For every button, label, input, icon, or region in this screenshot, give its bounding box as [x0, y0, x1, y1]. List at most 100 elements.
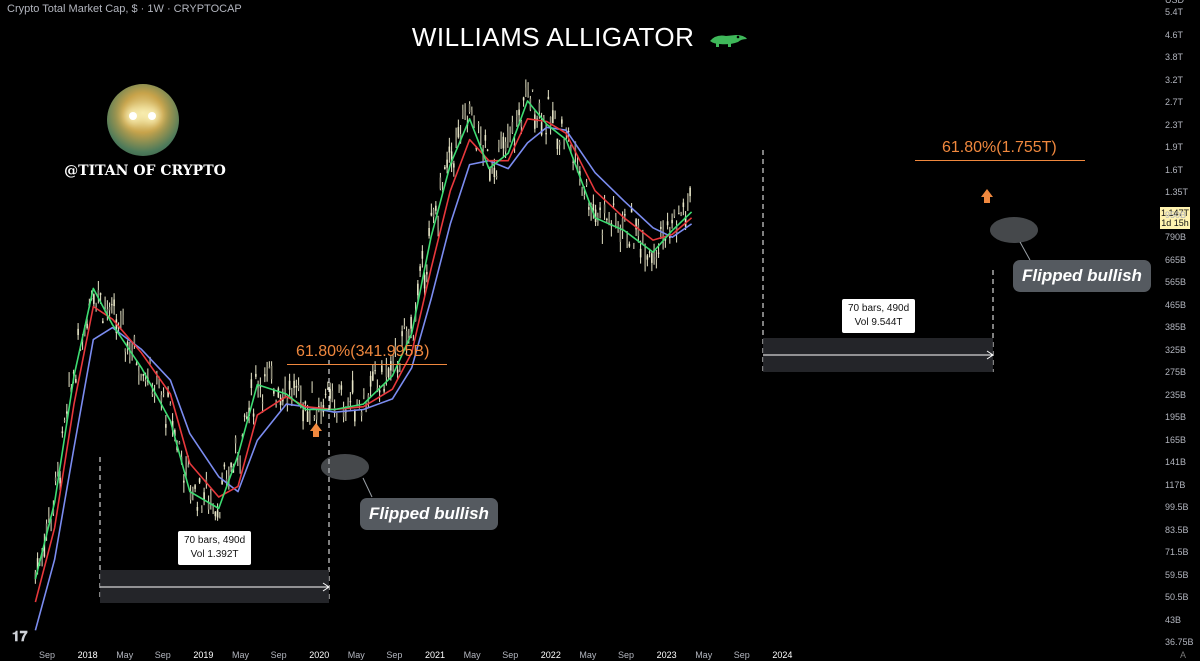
candle-body [178, 441, 181, 445]
candle-body [603, 204, 606, 214]
candle-body [619, 230, 622, 242]
candle-body [527, 84, 529, 92]
x-tick-label: May [347, 650, 365, 660]
candle-body [590, 205, 592, 217]
candle-body [558, 141, 561, 146]
x-tick-label: 2019 [193, 650, 214, 660]
candle-body [378, 390, 381, 393]
candle-body [572, 161, 574, 163]
candles [34, 79, 691, 584]
candle-body [313, 416, 316, 418]
y-tick-label: 5.4T [1165, 7, 1184, 17]
candle-body [538, 102, 541, 112]
candle-body [59, 477, 61, 484]
candle-body [234, 437, 237, 444]
candle-body [565, 127, 568, 131]
candle-body [630, 208, 633, 213]
crocodile-icon [710, 35, 748, 48]
candle-body [405, 330, 408, 346]
auto-scale-button[interactable]: A [1180, 650, 1187, 660]
candle-body [410, 316, 412, 329]
candle-body [255, 373, 257, 377]
candle-body [516, 115, 518, 118]
avatar-eye-left [129, 112, 137, 120]
candle-body [376, 387, 379, 390]
candle-body [477, 123, 480, 125]
candle-body [531, 89, 534, 91]
candle-body [207, 501, 210, 510]
candle-body [169, 403, 172, 406]
x-tick-label: May [116, 650, 134, 660]
y-unit-label: USD [1165, 0, 1185, 5]
y-tick-label: 3.2T [1165, 74, 1184, 85]
candle-body [324, 393, 327, 395]
x-tick-label: 2021 [425, 650, 446, 660]
candle-body [246, 416, 248, 419]
candle-body [329, 388, 331, 399]
x-tick-label: 2022 [540, 650, 561, 660]
y-tick-label: 235B [1165, 389, 1187, 400]
candle-body [437, 221, 439, 228]
y-tick-label: 117B [1165, 479, 1186, 490]
candle-body [201, 508, 203, 512]
candle-body [387, 368, 390, 378]
candle-body [453, 163, 455, 168]
y-tick-label: 3.8T [1165, 52, 1184, 62]
candle-body [327, 388, 329, 390]
candle-body [68, 379, 70, 381]
candle-body [142, 374, 145, 376]
candle-body [225, 478, 228, 482]
candle-body [43, 543, 46, 557]
candle-body [115, 319, 118, 333]
candle-body [455, 135, 457, 142]
candle-body [462, 109, 464, 116]
candle-body [687, 194, 689, 202]
callout-line-2023 [1019, 241, 1031, 261]
candle-body [489, 168, 491, 181]
candle-body [309, 412, 311, 421]
candle-body [41, 553, 43, 562]
candle-body [133, 336, 136, 344]
candle-body [444, 167, 446, 170]
candle-body [662, 229, 664, 240]
y-tick-label: 50.5B [1165, 592, 1189, 602]
candle-body [273, 390, 275, 394]
candle-body [525, 87, 527, 94]
candle-body [239, 462, 241, 465]
range-bars-2018: 70 bars, 490d [184, 535, 246, 546]
candle-body [419, 266, 421, 271]
candle-body [624, 214, 626, 216]
candle-body [554, 118, 556, 120]
candle-body [360, 411, 363, 416]
candle-body [196, 507, 199, 511]
candle-body [383, 388, 385, 392]
candle-body [606, 219, 608, 221]
candle-body [174, 430, 176, 437]
candle-body [230, 462, 232, 468]
candle-body [408, 334, 410, 336]
candle-body [646, 255, 649, 260]
candle-body [261, 402, 264, 404]
candle-body [594, 209, 597, 223]
candle-body [336, 415, 338, 417]
chart-title-text: WILLIAMS ALLIGATOR [411, 22, 695, 52]
author-avatar [107, 84, 179, 156]
candle-body [482, 154, 484, 162]
candle-body [601, 233, 604, 235]
candle-body [113, 299, 115, 307]
candle-body [432, 209, 435, 218]
candle-body [48, 516, 50, 519]
candle-body [120, 314, 122, 325]
candle-body [192, 488, 194, 494]
candle-body [304, 401, 307, 404]
candle-body [61, 431, 64, 434]
chart-title: WILLIAMS ALLIGATOR [0, 22, 1160, 53]
candle-body [615, 217, 617, 224]
candle-body [241, 435, 244, 437]
candle-body [194, 485, 196, 489]
candle-body [678, 213, 680, 215]
candle-body [608, 215, 610, 223]
y-tick-label: 1.6T [1165, 164, 1184, 175]
candle-body [185, 464, 187, 468]
candle-body [423, 274, 426, 289]
